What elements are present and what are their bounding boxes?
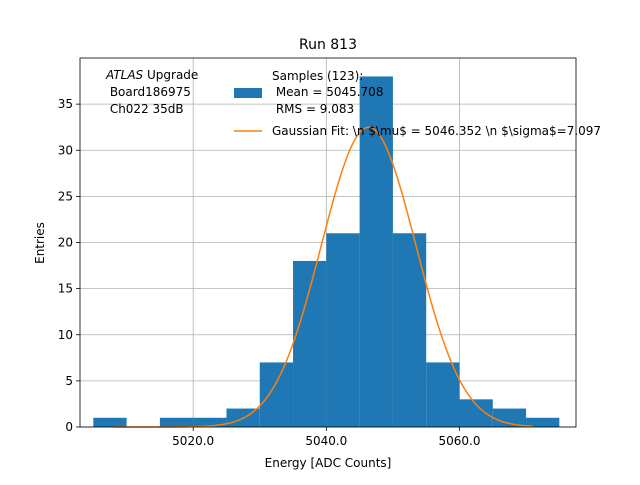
histogram-bar-10: [426, 362, 460, 427]
x-axis-label: Energy [ADC Counts]: [265, 456, 392, 470]
y-tick-label-2: 10: [58, 328, 73, 342]
histogram-bar-6: [293, 260, 327, 427]
histogram-bar-0: [93, 417, 127, 427]
x-tick-label-1: 5040.0: [305, 434, 347, 448]
histogram-bar-12: [492, 408, 527, 427]
histogram-bar-9: [392, 233, 427, 427]
histogram-bar-8: [359, 76, 393, 427]
annotation-upgrade: Upgrade: [143, 68, 198, 82]
histogram-bar-2: [159, 417, 194, 427]
y-axis-label: Entries: [33, 222, 47, 264]
y-tick-label-3: 15: [58, 282, 73, 296]
annotation-line-1: ATLAS Upgrade: [105, 68, 198, 82]
chart-title: Run 813: [299, 37, 357, 53]
histogram-bar-13: [526, 417, 560, 427]
annotation-line-3: Ch022 35dB: [106, 102, 184, 116]
histogram-bars: [93, 76, 560, 427]
legend-fit-label: Gaussian Fit: \n $\mu$ = 5046.352 \n $\s…: [272, 124, 601, 138]
histogram-bar-5: [259, 362, 294, 427]
histogram-bar-3: [193, 417, 227, 427]
x-tick-label-0: 5020.0: [172, 434, 214, 448]
legend: Samples (123): Mean = 5045.708 RMS = 9.0…: [234, 69, 601, 138]
legend-hist-line-3: RMS = 9.083: [272, 102, 354, 116]
annotation-atlas: ATLAS: [105, 68, 144, 82]
x-tick-label-2: 5060.0: [438, 434, 480, 448]
y-tick-label-7: 35: [58, 97, 73, 111]
legend-hist-swatch: [234, 88, 262, 98]
y-tick-label-5: 25: [58, 189, 73, 203]
y-tick-label-6: 30: [58, 143, 73, 157]
x-axis-ticks: 5020.0 5040.0 5060.0: [172, 427, 480, 448]
histogram-bar-7: [326, 233, 360, 427]
annotation-line-2: Board186975: [106, 85, 191, 99]
y-tick-label-0: 0: [65, 420, 73, 434]
legend-hist-line-2: Mean = 5045.708: [272, 85, 383, 99]
legend-hist-line-1: Samples (123):: [272, 69, 363, 83]
y-tick-label-1: 5: [65, 374, 73, 388]
y-tick-label-4: 20: [58, 236, 73, 250]
y-axis-ticks: 0 5 10 15 20 25 30 35: [58, 97, 80, 434]
atlas-annotation: ATLAS Upgrade Board186975 Ch022 35dB: [105, 68, 198, 116]
